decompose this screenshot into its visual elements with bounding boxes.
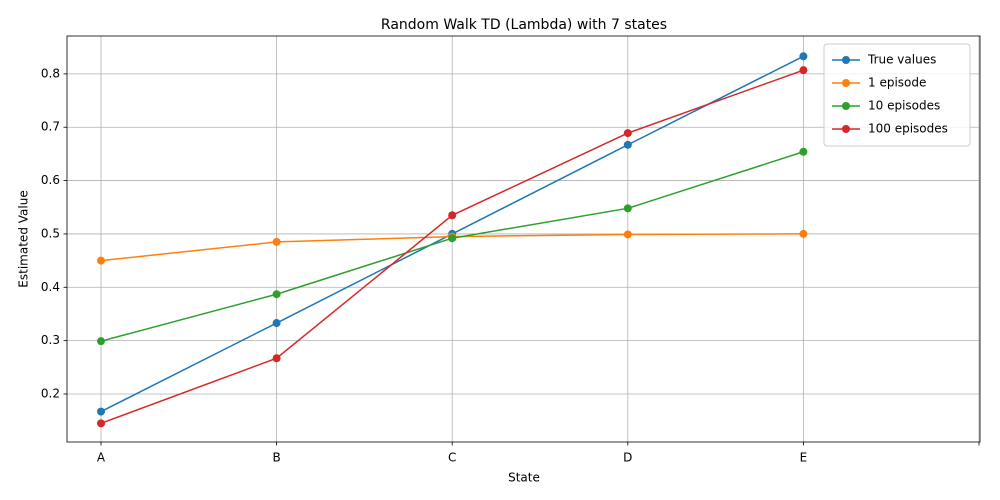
y-tick-label: 0.2: [41, 386, 60, 400]
data-point: [272, 319, 281, 328]
x-tick-label: E: [800, 451, 808, 465]
legend-marker: [842, 79, 850, 87]
legend-label: True values: [867, 53, 936, 67]
data-point: [799, 52, 808, 61]
x-tick-label: A: [97, 451, 106, 465]
legend: True values 1 episode 10 episodes 100 episo…: [823, 43, 971, 147]
plot-frame: [66, 35, 981, 443]
data-point: [623, 140, 632, 149]
data-point: [97, 256, 105, 265]
y-tick-label: 0.5: [41, 226, 60, 240]
data-point: [97, 337, 105, 346]
x-tick-label: C: [448, 451, 456, 465]
legend-label: 100 episodes: [868, 122, 948, 136]
x-tick-label: B: [272, 451, 280, 465]
data-point: [97, 419, 105, 428]
y-axis-label: Estimated Value: [17, 190, 31, 287]
y-tick-label: 0.6: [41, 173, 60, 187]
data-point: [623, 204, 632, 213]
data-point: [97, 407, 105, 416]
legend-marker: [842, 125, 850, 133]
data-point: [272, 237, 281, 246]
y-tick-label: 0.4: [41, 280, 60, 294]
data-point: [799, 147, 808, 156]
legend-box: [823, 43, 971, 147]
data-point: [623, 129, 632, 138]
data-point: [448, 211, 457, 220]
data-point: [623, 230, 632, 239]
x-tick-label: D: [623, 451, 632, 465]
y-tick-label: 0.3: [41, 333, 60, 347]
chart-title: Random Walk TD (Lambda) with 7 states: [381, 17, 667, 33]
legend-label: 10 episodes: [868, 99, 940, 113]
y-tick-label: 0.7: [41, 120, 60, 134]
data-point: [272, 354, 281, 363]
data-point: [799, 66, 808, 75]
data-point: [448, 234, 457, 243]
legend-marker: [842, 56, 850, 64]
data-point: [799, 229, 808, 238]
x-axis-label: State: [508, 471, 540, 485]
data-point: [272, 290, 281, 299]
legend-label: 1 episode: [868, 76, 926, 90]
legend-marker: [842, 102, 850, 110]
y-tick-label: 0.8: [41, 66, 60, 80]
